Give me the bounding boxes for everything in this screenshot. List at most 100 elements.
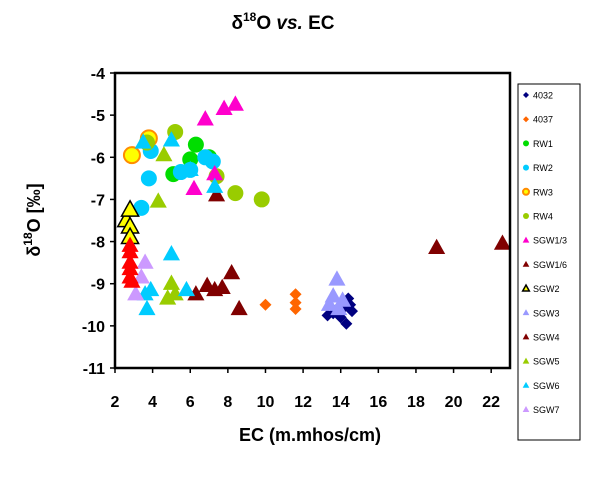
legend-marker	[523, 213, 529, 219]
data-point	[127, 285, 145, 301]
legend-marker	[522, 406, 530, 412]
legend-label: 4032	[533, 91, 553, 101]
legend-marker	[522, 333, 530, 340]
data-point	[196, 110, 214, 126]
chart-title-delta: δ	[231, 13, 243, 34]
data-point	[206, 177, 224, 193]
legend-label: SGW7	[533, 405, 560, 415]
data-point	[132, 268, 150, 284]
x-tick-label: 4	[148, 394, 157, 411]
x-axis-title: EC (m.mhos/cm)	[239, 425, 381, 445]
plot-points	[116, 95, 512, 330]
y-tick-label: -11	[83, 361, 105, 378]
y-tick-label: -9	[91, 277, 105, 294]
data-point	[289, 296, 302, 309]
legend-label: RW3	[533, 187, 553, 197]
data-point	[340, 317, 353, 330]
chart-title: δ18O vs. EC	[231, 10, 334, 34]
legend-marker	[521, 283, 531, 292]
y-axis: -4 -5 -6 -7 -8 -9 -10 -11	[82, 66, 115, 378]
legend-label: SGW1/3	[533, 236, 567, 246]
data-point	[123, 272, 141, 288]
legend-marker	[523, 116, 529, 123]
chart-title-tail: EC	[303, 13, 335, 34]
y-axis-title-superscript: 18	[21, 232, 35, 246]
data-point	[226, 95, 244, 111]
legend-label: SGW4	[533, 333, 560, 343]
chart-title-superscript: 18	[243, 10, 257, 24]
data-point	[223, 263, 241, 280]
data-point	[136, 253, 154, 269]
chart-title-italic: vs.	[276, 13, 302, 34]
legend-marker	[523, 92, 529, 98]
data-point	[162, 274, 180, 290]
legend: 4032 4037 RW1 RW2 RW3 RW4 SGW1/3 SGW1/6 SGW2 SGW3…	[517, 83, 581, 441]
data-point	[334, 291, 352, 307]
y-tick-label: -8	[91, 235, 105, 252]
data-point	[230, 299, 248, 316]
data-point	[289, 288, 302, 301]
y-axis-title: δ18O [‰]	[21, 183, 44, 256]
data-point	[162, 131, 180, 147]
data-point	[121, 259, 139, 276]
data-point	[122, 146, 141, 165]
data-point	[159, 289, 177, 305]
legend-marker	[522, 187, 530, 196]
y-axis-title-tail: O [‰]	[24, 183, 44, 232]
data-point	[187, 285, 205, 301]
legend-marker	[522, 357, 530, 364]
x-tick-label: 16	[369, 394, 387, 411]
x-tick-label: 20	[445, 394, 463, 411]
legend-label: RW4	[533, 212, 553, 222]
x-tick-label: 12	[294, 394, 312, 411]
legend-label: SGW6	[533, 381, 560, 391]
data-point	[177, 280, 196, 297]
legend-marker	[522, 260, 530, 267]
chart-title-letter: O	[256, 13, 276, 34]
y-tick-label: -5	[91, 108, 105, 125]
data-point	[289, 303, 302, 315]
data-point	[204, 153, 221, 170]
data-point	[162, 245, 180, 261]
x-tick-label: 2	[111, 394, 120, 411]
data-point	[155, 145, 173, 162]
data-point	[140, 170, 157, 187]
x-tick-label: 8	[223, 394, 232, 411]
y-axis-title-delta: δ	[24, 246, 44, 257]
data-point	[259, 298, 272, 311]
x-tick-label: 18	[407, 394, 425, 411]
legend-label: RW1	[533, 139, 553, 149]
legend-label: SGW2	[533, 284, 560, 294]
legend-marker	[523, 164, 529, 171]
data-point	[142, 280, 160, 297]
data-point	[428, 238, 446, 255]
data-point	[181, 160, 199, 177]
data-point	[320, 295, 338, 311]
x-axis: 2 4 6 8 10 12 14 16 18 20 22	[111, 368, 500, 411]
x-tick-label: 6	[186, 394, 195, 411]
data-point	[206, 164, 224, 181]
data-point	[328, 270, 346, 286]
data-point	[213, 278, 231, 295]
legend-label: RW2	[533, 163, 553, 173]
data-point	[120, 199, 140, 217]
x-tick-label: 22	[482, 394, 500, 411]
data-point	[166, 285, 184, 301]
data-point	[138, 299, 156, 316]
data-point	[346, 305, 358, 318]
legend-marker	[522, 309, 530, 316]
legend-label: 4037	[533, 115, 553, 125]
data-point	[134, 133, 152, 149]
legend-label: SGW1/6	[533, 260, 567, 270]
legend-label: SGW3	[533, 308, 560, 318]
data-point	[253, 191, 270, 208]
data-point	[121, 242, 139, 259]
data-point	[149, 192, 167, 208]
y-tick-label: -4	[91, 66, 105, 83]
data-point	[133, 199, 150, 216]
y-tick-label: -10	[82, 319, 105, 336]
x-tick-label: 10	[257, 394, 275, 411]
data-point	[324, 287, 342, 303]
legend-marker	[522, 236, 530, 243]
data-point	[185, 179, 203, 196]
